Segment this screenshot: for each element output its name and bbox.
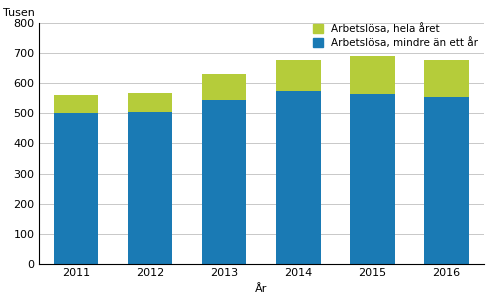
Bar: [425, 97, 469, 264]
Bar: [276, 91, 321, 264]
Bar: [425, 60, 469, 97]
Bar: [202, 74, 246, 100]
Bar: [54, 113, 98, 264]
X-axis label: År: År: [255, 284, 268, 294]
Text: Tusen: Tusen: [3, 8, 35, 18]
Bar: [202, 100, 246, 264]
Legend: Arbetslösa, hela året, Arbetslösa, mindre än ett år: Arbetslösa, hela året, Arbetslösa, mindr…: [308, 19, 483, 52]
Bar: [128, 93, 172, 112]
Bar: [350, 56, 395, 94]
Bar: [54, 95, 98, 113]
Bar: [350, 94, 395, 264]
Bar: [276, 60, 321, 91]
Bar: [128, 112, 172, 264]
